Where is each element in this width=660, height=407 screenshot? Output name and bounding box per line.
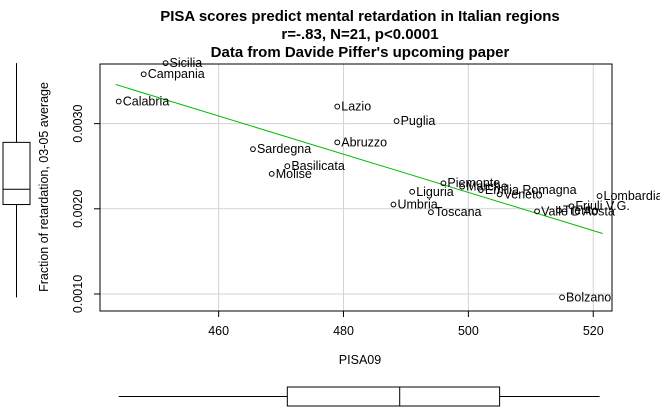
data-point (477, 187, 484, 193)
y-box (2, 141, 31, 206)
point-label: Umbria (397, 198, 437, 212)
data-point (559, 294, 565, 301)
x-axis: 460 480 500 520 (208, 311, 604, 338)
regression-line (115, 83, 603, 234)
x-tick-label: 480 (333, 324, 354, 338)
point-label: Toscana (435, 205, 482, 219)
data-point (268, 170, 275, 177)
data-point (334, 103, 341, 110)
title-line-1: PISA scores predict mental retardation i… (160, 8, 560, 25)
data-point (459, 183, 466, 190)
point-label: Liguria (416, 185, 454, 199)
data-point (440, 180, 447, 187)
point-label: Marche (466, 180, 508, 194)
x-boxplot (118, 386, 600, 407)
y-tick-label: 0.0030 (71, 104, 85, 142)
point-label: Emilia Romagna (485, 183, 577, 197)
chart-title: PISA scores predict mental retardation i… (160, 8, 560, 61)
data-point (393, 118, 400, 124)
point-label: Bolzano (566, 290, 611, 304)
title-line-3: Data from Davide Piffer's upcoming paper (211, 44, 510, 61)
data-point (428, 209, 434, 216)
data-point (409, 188, 416, 195)
point-label: Puglia (401, 114, 436, 128)
plot-frame (99, 63, 613, 312)
point-label: Veneto (504, 187, 543, 201)
point-label: Friuli V.G. (575, 199, 629, 213)
data-point (250, 146, 256, 153)
x-box (286, 386, 501, 407)
y-boxplot (2, 63, 31, 298)
data-point (390, 201, 397, 208)
point-label: Lombardia (604, 189, 660, 203)
y-tick-label: 0.0020 (71, 190, 85, 228)
data-point (534, 208, 540, 215)
point-label: Basilicata (291, 159, 345, 173)
point-label: Piemonte (447, 176, 500, 190)
y-axis-label: Fraction of retardation, 03-05 average (37, 82, 51, 292)
data-point (596, 193, 603, 199)
point-label: Campania (148, 67, 205, 81)
point-label: Calabria (123, 94, 170, 108)
point-label: Lazio (341, 100, 371, 114)
data-point (568, 203, 575, 210)
y-axis: 0.0010 0.0020 0.0030 (71, 104, 100, 313)
title-line-2: r=-.83, N=21, p<0.0001 (281, 26, 438, 43)
x-tick-label: 460 (208, 324, 229, 338)
point-label: Sardegna (257, 142, 311, 156)
x-axis-label: PISA09 (339, 353, 381, 367)
x-tick-label: 520 (583, 324, 604, 338)
point-label: Abruzzo (341, 135, 387, 149)
point-label: Molise (276, 167, 312, 181)
data-point (496, 191, 503, 198)
data-point (162, 60, 169, 67)
y-tick-label: 0.0010 (71, 275, 85, 313)
data-point (115, 98, 122, 105)
data-point (140, 71, 147, 78)
x-tick-label: 500 (458, 324, 479, 338)
data-point (556, 207, 562, 214)
data-point (284, 163, 291, 170)
data-point (334, 139, 341, 146)
grid (100, 64, 612, 311)
point-label: Trento (563, 203, 599, 217)
point-label: Sicilia (170, 56, 203, 70)
